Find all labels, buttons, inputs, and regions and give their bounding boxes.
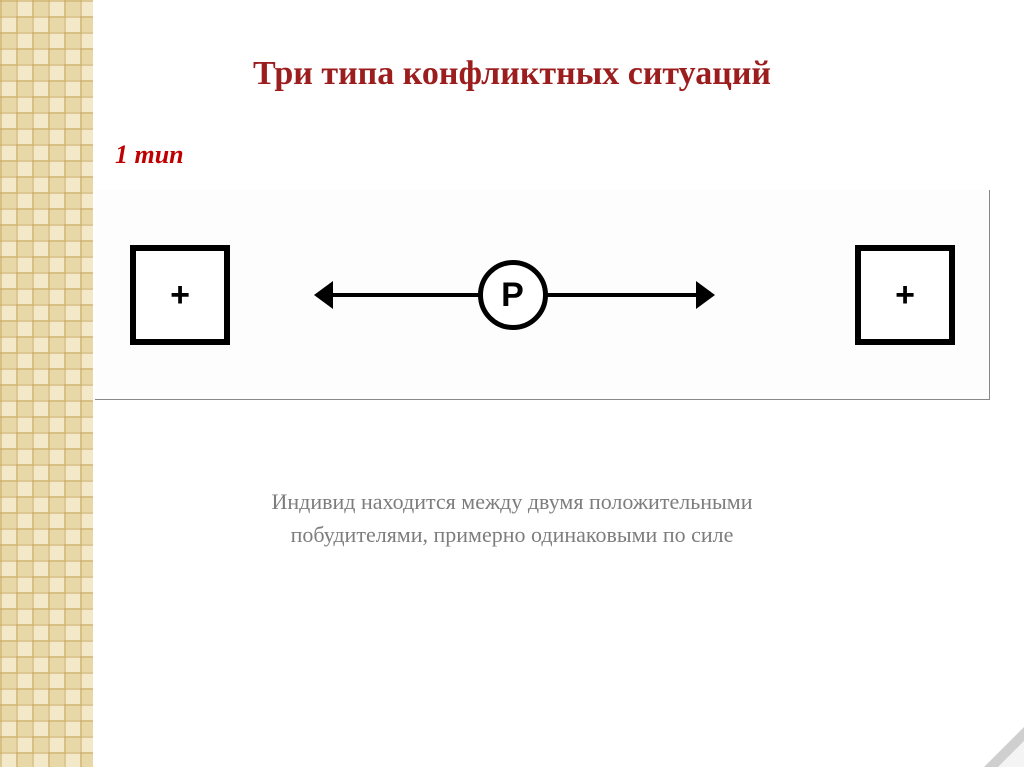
person-circle: P [478, 260, 548, 330]
caption-line-2: побудителями, примерно одинаковыми по си… [291, 522, 734, 547]
slide-title: Три типа конфликтных ситуаций [0, 55, 1024, 93]
sidebar-pattern [0, 0, 95, 767]
arrow-right-shaft [538, 293, 698, 297]
right-stimulus-box: + [855, 245, 955, 345]
right-box-label: + [895, 276, 915, 315]
left-box-label: + [170, 276, 190, 315]
left-stimulus-box: + [130, 245, 230, 345]
arrow-left-shaft [328, 293, 488, 297]
caption-line-1: Индивид находится между двумя положитель… [272, 489, 753, 514]
arrow-right-head [696, 281, 715, 309]
diagram-container: + + P [95, 190, 990, 400]
conflict-diagram: + + P [95, 190, 989, 399]
decorative-sidebar [0, 0, 95, 767]
slide-caption: Индивид находится между двумя положитель… [0, 485, 1024, 551]
arrow-left-head [314, 281, 333, 309]
person-label: P [501, 276, 524, 315]
page-curl-icon [984, 727, 1024, 767]
subtitle-label: 1 тип [115, 140, 184, 170]
